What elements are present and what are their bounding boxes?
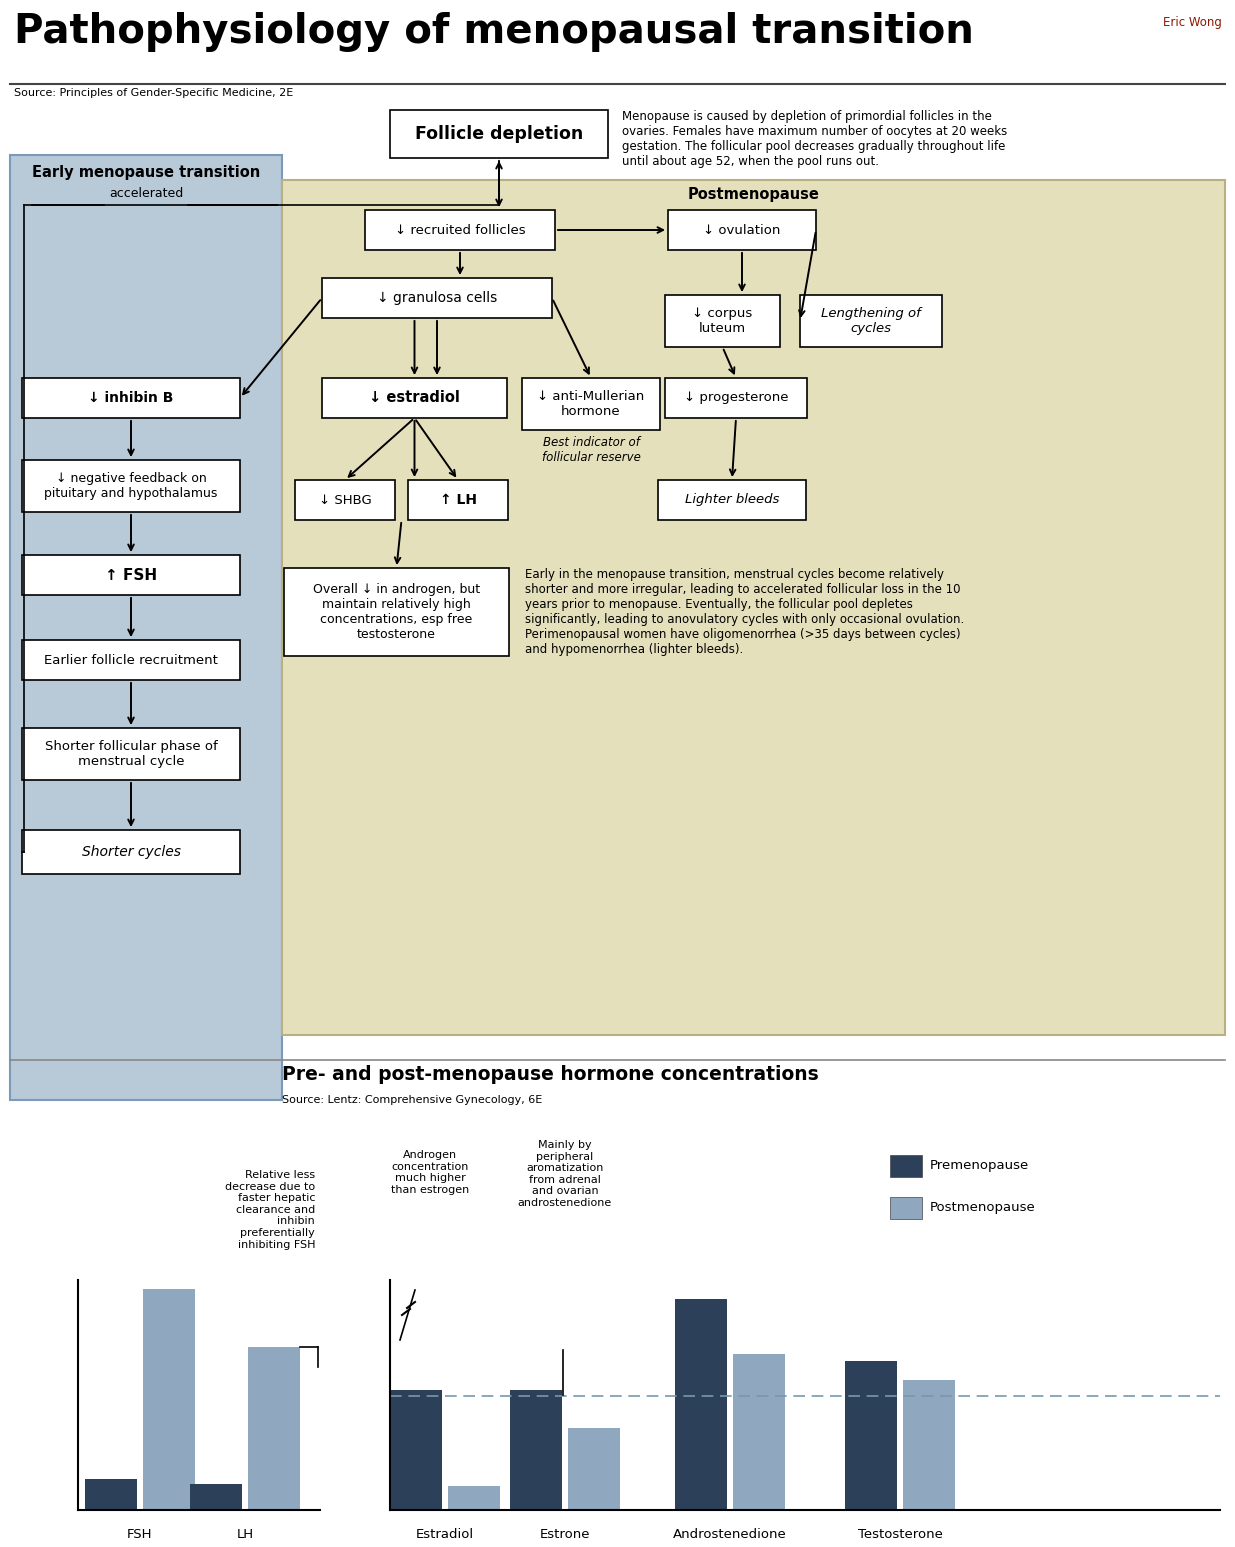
FancyBboxPatch shape xyxy=(22,640,240,681)
Text: Androstenedione: Androstenedione xyxy=(673,1528,787,1541)
FancyBboxPatch shape xyxy=(800,295,942,347)
FancyBboxPatch shape xyxy=(22,831,240,874)
Text: ↓ granulosa cells: ↓ granulosa cells xyxy=(377,291,498,305)
Bar xyxy=(248,1347,300,1510)
Text: Early menopause transition: Early menopause transition xyxy=(32,164,261,179)
FancyBboxPatch shape xyxy=(295,480,395,520)
FancyBboxPatch shape xyxy=(658,480,806,520)
Text: ↓ ovulation: ↓ ovulation xyxy=(703,223,781,237)
Bar xyxy=(903,1380,955,1510)
Bar xyxy=(85,1479,137,1510)
Text: Overall ↓ in androgen, but
maintain relatively high
concentrations, esp free
tes: Overall ↓ in androgen, but maintain rela… xyxy=(312,583,480,640)
Text: ↓ anti-Mullerian
hormone: ↓ anti-Mullerian hormone xyxy=(537,390,645,418)
Text: ↓ inhibin B: ↓ inhibin B xyxy=(89,391,174,405)
Text: ↓ corpus
luteum: ↓ corpus luteum xyxy=(693,306,752,336)
Text: Best indicator of
follicular reserve: Best indicator of follicular reserve xyxy=(542,436,641,464)
Text: Postmenopause: Postmenopause xyxy=(930,1202,1036,1214)
FancyBboxPatch shape xyxy=(390,110,608,158)
Text: Eric Wong: Eric Wong xyxy=(1163,15,1221,29)
Bar xyxy=(890,1156,923,1177)
Text: Early in the menopause transition, menstrual cycles become relatively
shorter an: Early in the menopause transition, menst… xyxy=(525,568,965,656)
Bar xyxy=(448,1487,500,1510)
Text: Follicle depletion: Follicle depletion xyxy=(415,125,583,142)
Text: Pre- and post-menopause hormone concentrations: Pre- and post-menopause hormone concentr… xyxy=(282,1064,819,1084)
Text: Lighter bleeds: Lighter bleeds xyxy=(685,493,779,506)
Text: Premenopause: Premenopause xyxy=(930,1160,1029,1173)
FancyBboxPatch shape xyxy=(22,729,240,780)
FancyBboxPatch shape xyxy=(284,568,509,656)
Text: ↓ progesterone: ↓ progesterone xyxy=(684,391,788,404)
Text: Relative less
decrease due to
faster hepatic
clearance and
inhibin
preferentiall: Relative less decrease due to faster hep… xyxy=(225,1170,315,1250)
Text: Estradiol: Estradiol xyxy=(416,1528,474,1541)
FancyBboxPatch shape xyxy=(282,179,1225,1035)
Text: Lengthening of
cycles: Lengthening of cycles xyxy=(821,306,921,336)
FancyBboxPatch shape xyxy=(664,295,781,347)
Text: ↑ FSH: ↑ FSH xyxy=(105,568,157,583)
Text: Shorter cycles: Shorter cycles xyxy=(82,845,180,859)
FancyBboxPatch shape xyxy=(322,377,508,418)
FancyBboxPatch shape xyxy=(22,555,240,596)
Text: ↓ negative feedback on
pituitary and hypothalamus: ↓ negative feedback on pituitary and hyp… xyxy=(44,472,217,500)
Bar xyxy=(510,1391,562,1510)
Bar xyxy=(676,1299,727,1510)
FancyBboxPatch shape xyxy=(22,459,240,512)
Text: ↓ recruited follicles: ↓ recruited follicles xyxy=(395,223,525,237)
Text: Pathophysiology of menopausal transition: Pathophysiology of menopausal transition xyxy=(14,12,974,53)
Text: Estrone: Estrone xyxy=(540,1528,590,1541)
FancyBboxPatch shape xyxy=(522,377,659,430)
FancyBboxPatch shape xyxy=(408,480,508,520)
Text: FSH: FSH xyxy=(127,1528,153,1541)
Text: Source: Principles of Gender-Specific Medicine, 2E: Source: Principles of Gender-Specific Me… xyxy=(14,88,293,97)
Bar xyxy=(890,1197,923,1219)
FancyBboxPatch shape xyxy=(366,210,555,251)
Text: Menopause is caused by depletion of primordial follicles in the
ovaries. Females: Menopause is caused by depletion of prim… xyxy=(622,110,1008,169)
Text: Source: Lentz: Comprehensive Gynecology, 6E: Source: Lentz: Comprehensive Gynecology,… xyxy=(282,1095,542,1105)
FancyBboxPatch shape xyxy=(668,210,816,251)
Bar xyxy=(734,1354,785,1510)
FancyBboxPatch shape xyxy=(22,377,240,418)
FancyBboxPatch shape xyxy=(664,377,806,418)
Text: accelerated: accelerated xyxy=(109,187,183,200)
Bar xyxy=(190,1484,242,1510)
Text: Testosterone: Testosterone xyxy=(857,1528,942,1541)
Text: Shorter follicular phase of
menstrual cycle: Shorter follicular phase of menstrual cy… xyxy=(44,739,217,767)
Bar xyxy=(390,1391,442,1510)
Bar xyxy=(568,1428,620,1510)
Text: ↓ SHBG: ↓ SHBG xyxy=(319,493,372,506)
Bar xyxy=(143,1289,195,1510)
FancyBboxPatch shape xyxy=(10,155,282,1100)
Text: Postmenopause: Postmenopause xyxy=(688,187,820,203)
Text: Androgen
concentration
much higher
than estrogen: Androgen concentration much higher than … xyxy=(390,1149,469,1194)
Text: ↑ LH: ↑ LH xyxy=(440,493,477,507)
Text: Mainly by
peripheral
aromatization
from adrenal
and ovarian
androstenedione: Mainly by peripheral aromatization from … xyxy=(517,1140,613,1208)
Bar xyxy=(845,1361,897,1510)
FancyBboxPatch shape xyxy=(322,278,552,319)
Text: LH: LH xyxy=(236,1528,253,1541)
Text: Earlier follicle recruitment: Earlier follicle recruitment xyxy=(44,653,217,667)
Text: ↓ estradiol: ↓ estradiol xyxy=(369,390,459,405)
